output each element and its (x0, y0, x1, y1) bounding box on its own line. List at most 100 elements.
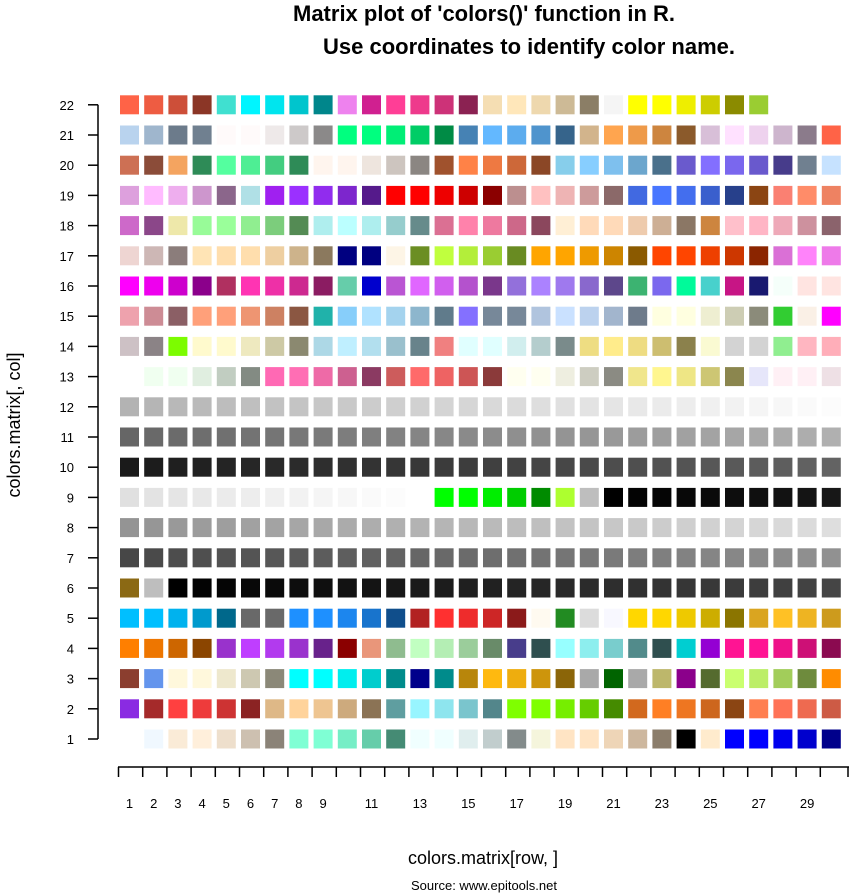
color-cell-22-1 (628, 729, 648, 749)
color-cell-26-11 (725, 427, 744, 447)
color-cell-15-20 (458, 155, 478, 175)
color-cell-22-4 (628, 638, 648, 658)
color-cell-29-8 (797, 518, 817, 538)
color-cell-19-15 (555, 306, 575, 326)
color-cell-16-8 (483, 518, 502, 538)
color-cell-20-13 (579, 367, 599, 387)
color-cell-1-1 (120, 729, 139, 749)
color-cell-5-19 (216, 185, 236, 205)
color-cell-30-11 (821, 427, 841, 447)
color-cell-4-21 (192, 125, 212, 145)
color-cell-25-21 (700, 125, 720, 145)
color-cell-13-5 (410, 608, 430, 628)
color-cell-25-11 (700, 427, 720, 447)
color-cell-15-2 (458, 699, 478, 719)
color-cell-4-6 (192, 578, 212, 598)
color-cell-11-18 (362, 216, 381, 236)
color-cell-28-11 (773, 427, 793, 447)
color-cell-10-1 (337, 729, 357, 749)
color-cell-18-14 (531, 336, 551, 356)
color-cell-16-6 (483, 578, 502, 598)
color-cell-21-12 (604, 397, 623, 417)
color-cell-18-6 (531, 578, 551, 598)
color-cell-10-21 (337, 125, 357, 145)
color-cell-27-7 (749, 548, 769, 568)
color-cell-11-4 (362, 638, 381, 658)
color-cell-29-9 (797, 487, 817, 507)
color-cell-11-22 (362, 95, 381, 115)
color-cell-28-20 (773, 155, 793, 175)
color-cell-25-22 (700, 95, 720, 115)
color-cell-17-22 (507, 95, 527, 115)
color-cell-8-9 (289, 487, 309, 507)
color-cell-30-10 (821, 457, 841, 477)
color-cell-20-3 (579, 669, 599, 689)
color-cell-12-9 (386, 487, 406, 507)
color-cell-9-11 (313, 427, 333, 447)
color-cell-7-4 (265, 638, 285, 658)
color-cell-3-16 (168, 276, 188, 296)
color-cell-12-18 (386, 216, 406, 236)
color-cell-6-9 (241, 487, 260, 507)
color-cell-10-9 (337, 487, 357, 507)
color-cell-21-14 (604, 336, 623, 356)
color-cell-28-14 (773, 336, 793, 356)
color-cell-24-7 (676, 548, 696, 568)
color-cell-3-6 (168, 578, 188, 598)
color-cell-9-6 (313, 578, 333, 598)
y-tick-label-20: 20 (60, 158, 74, 173)
color-cell-15-12 (458, 397, 478, 417)
color-cell-2-3 (144, 669, 164, 689)
color-cell-19-14 (555, 336, 575, 356)
color-cell-3-2 (168, 699, 188, 719)
color-cell-24-18 (676, 216, 696, 236)
color-cell-6-2 (241, 699, 260, 719)
color-cell-5-12 (216, 397, 236, 417)
color-cell-6-7 (241, 548, 260, 568)
color-cell-23-10 (652, 457, 672, 477)
color-cell-30-1 (821, 729, 841, 749)
color-cell-26-14 (725, 336, 744, 356)
color-cell-30-15 (821, 306, 841, 326)
color-cell-12-12 (386, 397, 406, 417)
color-cell-4-11 (192, 427, 212, 447)
color-cell-1-22 (120, 95, 139, 115)
color-cell-5-2 (216, 699, 236, 719)
color-cell-3-14 (168, 336, 188, 356)
color-cell-14-13 (434, 367, 454, 387)
color-cell-7-1 (265, 729, 285, 749)
color-cell-1-15 (120, 306, 139, 326)
color-cell-4-14 (192, 336, 212, 356)
color-cell-27-1 (749, 729, 769, 749)
y-tick-label-21: 21 (60, 128, 74, 143)
color-cell-1-7 (120, 548, 139, 568)
color-cell-1-12 (120, 397, 139, 417)
color-cell-22-5 (628, 608, 648, 628)
color-cell-1-4 (120, 638, 139, 658)
color-cell-8-3 (289, 669, 309, 689)
color-cell-24-13 (676, 367, 696, 387)
color-cell-30-7 (821, 548, 841, 568)
color-cell-18-22 (531, 95, 551, 115)
color-cell-7-13 (265, 367, 285, 387)
color-cell-13-21 (410, 125, 430, 145)
color-cell-13-22 (410, 95, 430, 115)
color-cell-12-7 (386, 548, 406, 568)
color-cell-13-8 (410, 518, 430, 538)
y-tick-label-19: 19 (60, 188, 74, 203)
x-tick-label-8: 8 (295, 796, 302, 811)
color-cell-28-18 (773, 216, 793, 236)
color-cell-26-4 (725, 638, 744, 658)
color-cell-20-6 (579, 578, 599, 598)
color-cell-12-19 (386, 185, 406, 205)
y-tick-label-14: 14 (60, 339, 74, 354)
color-cell-18-7 (531, 548, 551, 568)
color-cell-18-18 (531, 216, 551, 236)
color-cell-3-10 (168, 457, 188, 477)
color-cell-11-21 (362, 125, 381, 145)
color-cell-29-14 (797, 336, 817, 356)
color-cell-12-1 (386, 729, 406, 749)
color-cell-6-12 (241, 397, 260, 417)
color-cell-6-21 (241, 125, 260, 145)
